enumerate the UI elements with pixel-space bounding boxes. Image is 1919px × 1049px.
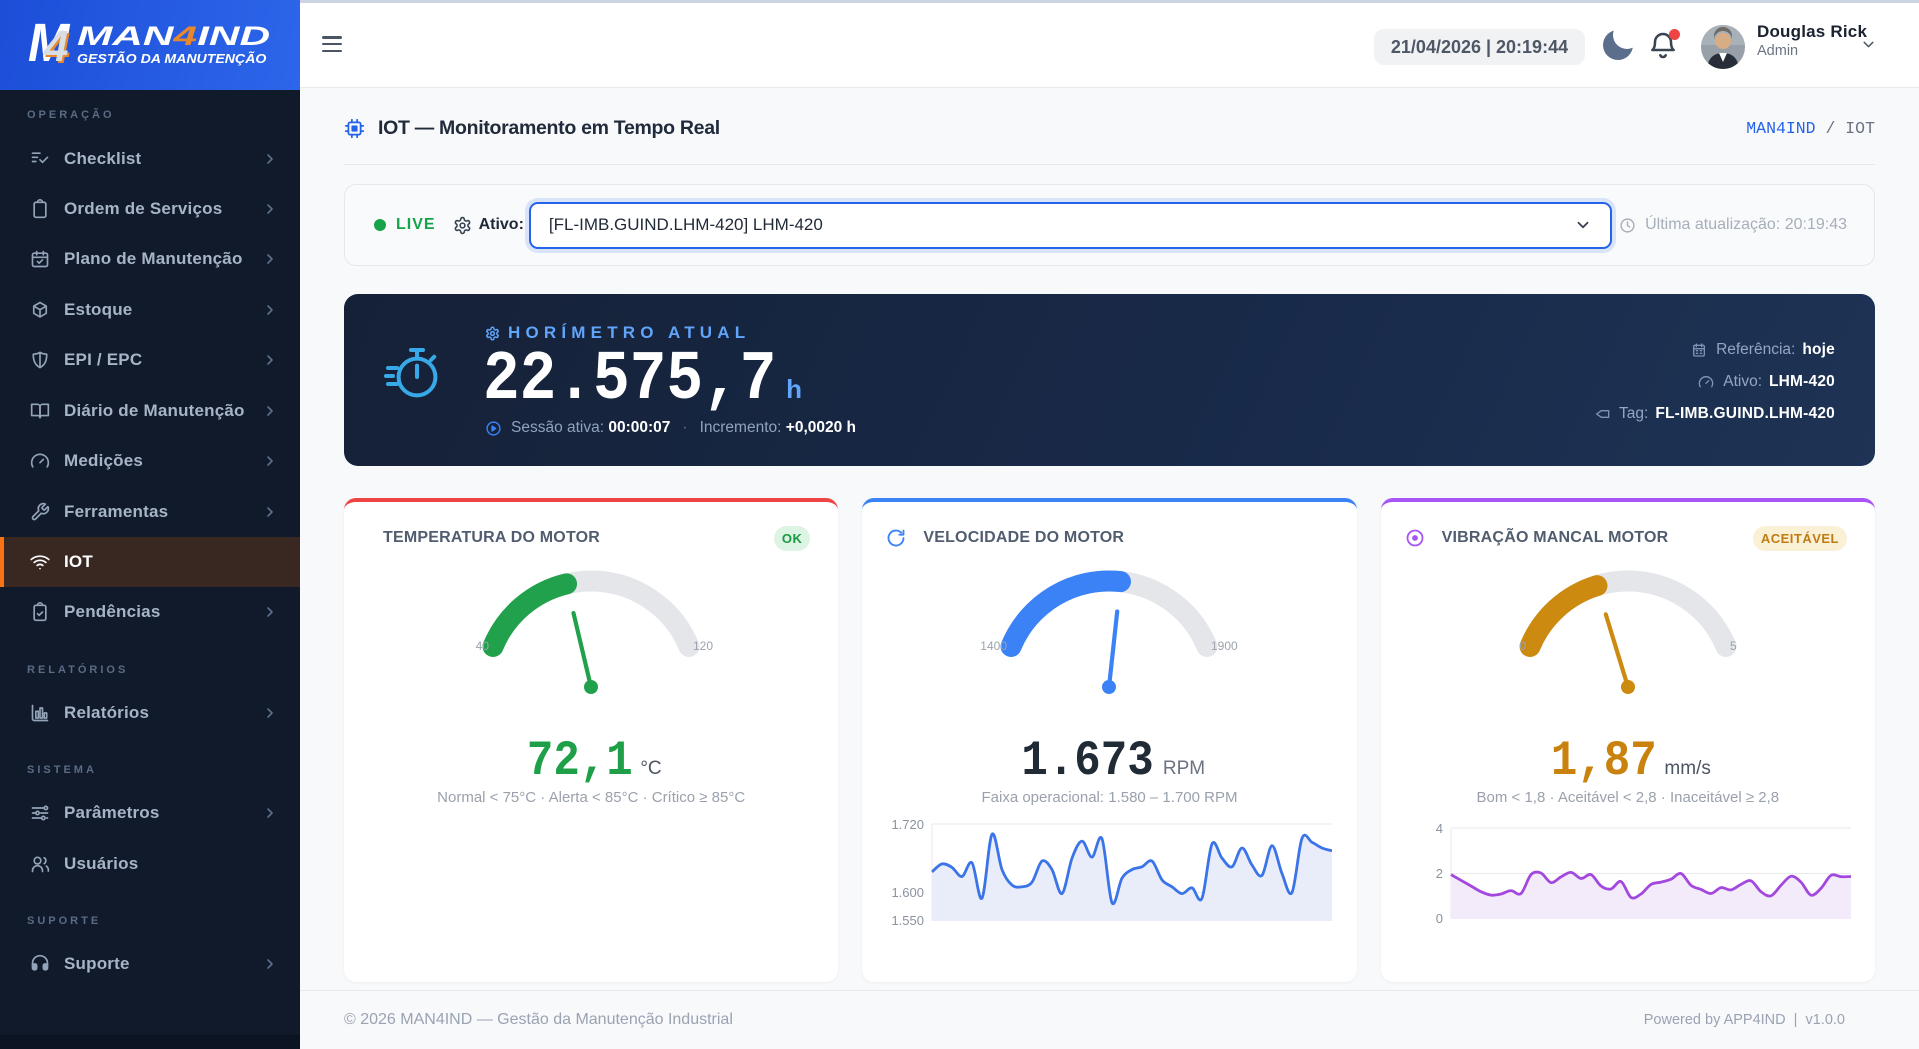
svg-text:120: 120	[693, 639, 713, 653]
svg-text:4: 4	[1435, 821, 1442, 836]
svg-text:0: 0	[1519, 639, 1526, 653]
svg-text:0: 0	[1435, 911, 1442, 926]
svg-text:5: 5	[1730, 639, 1737, 653]
svg-text:1900: 1900	[1211, 639, 1238, 653]
svg-text:1.720: 1.720	[892, 817, 925, 832]
svg-text:1400: 1400	[981, 639, 1008, 653]
svg-text:2: 2	[1435, 866, 1442, 881]
svg-text:1.550: 1.550	[892, 913, 925, 928]
svg-text:40: 40	[476, 639, 490, 653]
svg-text:1.600: 1.600	[892, 885, 925, 900]
